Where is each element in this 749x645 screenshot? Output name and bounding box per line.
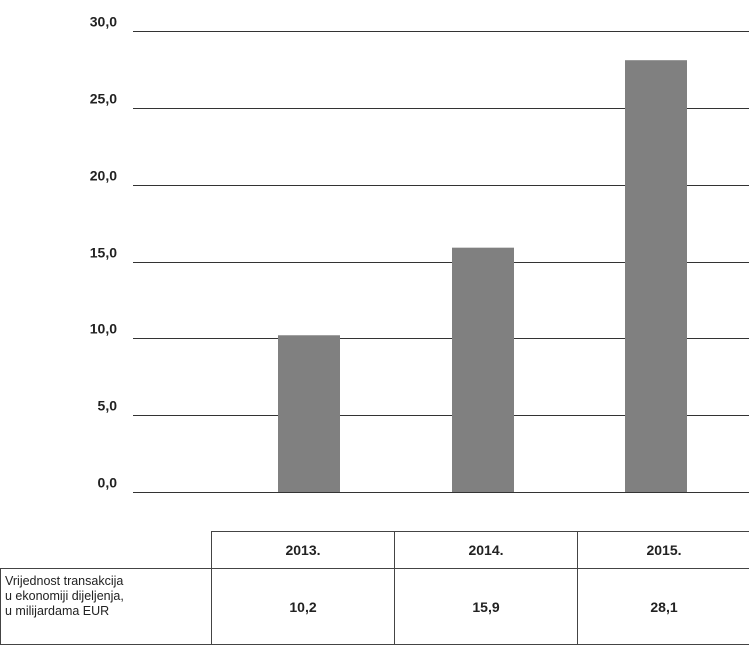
row-label: Vrijednost transakcija u ekonomiji dijel… [1,569,212,645]
y-tick-label: 0,0 [98,475,118,491]
value-cell-2014: 15,9 [395,569,578,645]
bars [278,60,687,492]
y-axis-tick-labels: 0,0 5,0 10,0 15,0 20,0 25,0 30,0 [90,14,117,491]
table-header-row: 2013. 2014. 2015. [1,532,749,569]
y-tick-label: 10,0 [90,321,117,337]
value-cell-2013: 10,2 [212,569,395,645]
bar-chart: 0,0 5,0 10,0 15,0 20,0 25,0 30,0 [0,0,749,522]
value-cell-2015: 28,1 [578,569,749,645]
bar-2014 [452,248,514,492]
y-tick-label: 20,0 [90,168,117,184]
table-corner-cell [1,532,212,569]
y-tick-label: 25,0 [90,91,117,107]
data-table: 2013. 2014. 2015. Vrijednost transakcija… [0,531,749,645]
year-header-2014: 2014. [395,532,578,569]
y-tick-label: 15,0 [90,245,117,261]
year-header-2015: 2015. [578,532,749,569]
bar-2013 [278,335,340,492]
y-tick-label: 5,0 [98,398,118,414]
table-value-row: Vrijednost transakcija u ekonomiji dijel… [1,569,749,645]
y-tick-label: 30,0 [90,14,117,30]
bar-2015 [625,60,687,492]
year-header-2013: 2013. [212,532,395,569]
